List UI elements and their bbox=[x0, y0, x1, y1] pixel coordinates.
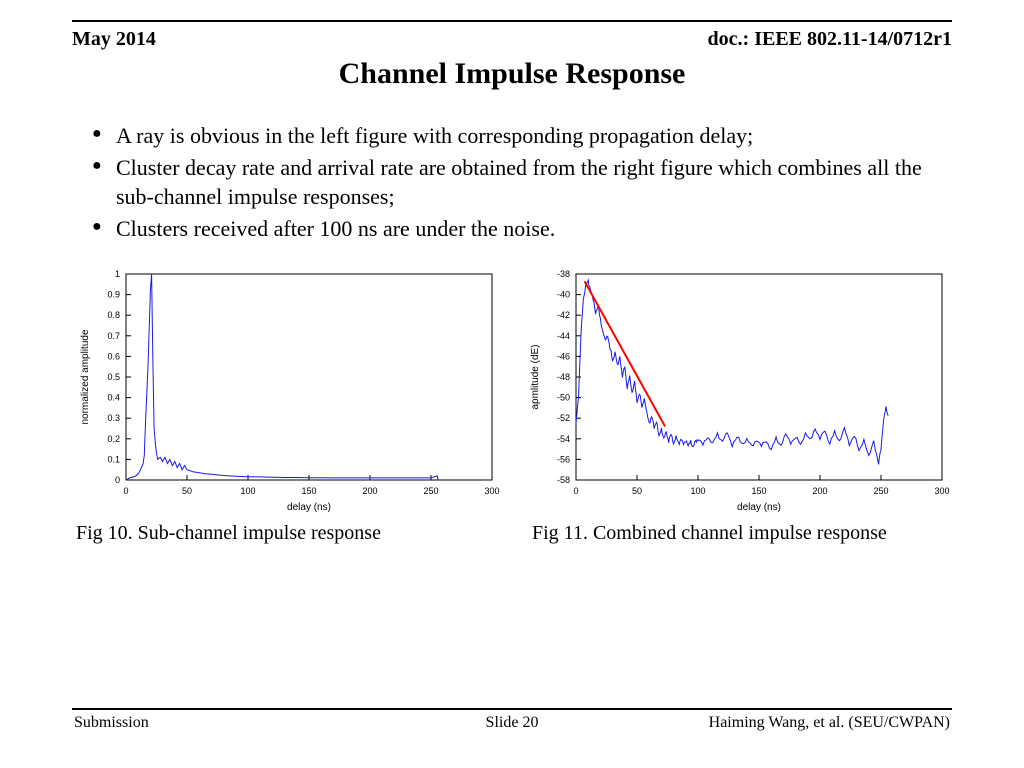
fig11-caption: Fig 11. Combined channel impulse respons… bbox=[522, 522, 952, 545]
footer-right: Haiming Wang, et al. (SEU/CWPAN) bbox=[709, 714, 950, 732]
svg-text:-38: -38 bbox=[557, 269, 570, 279]
svg-text:300: 300 bbox=[484, 486, 499, 496]
svg-text:100: 100 bbox=[690, 486, 705, 496]
svg-text:0.2: 0.2 bbox=[107, 434, 120, 444]
fig10-caption: Fig 10. Sub-channel impulse response bbox=[72, 522, 502, 545]
footer-center: Slide 20 bbox=[486, 714, 539, 732]
bullet-item: Cluster decay rate and arrival rate are … bbox=[92, 153, 942, 212]
svg-text:0: 0 bbox=[123, 486, 128, 496]
bullet-list: A ray is obvious in the left figure with… bbox=[72, 121, 952, 244]
header-doc: doc.: IEEE 802.11-14/0712r1 bbox=[708, 28, 952, 51]
chart-combined-channel: 0 50 100 150 200 250 300 -58 -56 -54 -52 -50 -48 -46 -… bbox=[522, 266, 952, 516]
svg-text:0.1: 0.1 bbox=[107, 454, 120, 464]
svg-text:250: 250 bbox=[873, 486, 888, 496]
svg-text:100: 100 bbox=[240, 486, 255, 496]
svg-text:0: 0 bbox=[115, 475, 120, 485]
svg-text:0.7: 0.7 bbox=[107, 331, 120, 341]
svg-text:-40: -40 bbox=[557, 289, 570, 299]
svg-text:0.3: 0.3 bbox=[107, 413, 120, 423]
svg-text:0.4: 0.4 bbox=[107, 392, 120, 402]
svg-text:normalized amplitude: normalized amplitude bbox=[80, 329, 91, 424]
svg-text:0.8: 0.8 bbox=[107, 310, 120, 320]
slide-header: May 2014 doc.: IEEE 802.11-14/0712r1 bbox=[72, 26, 952, 51]
svg-text:0.5: 0.5 bbox=[107, 372, 120, 382]
svg-text:-50: -50 bbox=[557, 392, 570, 402]
svg-text:50: 50 bbox=[182, 486, 192, 496]
slide-page: May 2014 doc.: IEEE 802.11-14/0712r1 Cha… bbox=[72, 20, 952, 748]
svg-text:0.6: 0.6 bbox=[107, 351, 120, 361]
svg-text:150: 150 bbox=[751, 486, 766, 496]
svg-text:250: 250 bbox=[423, 486, 438, 496]
svg-text:300: 300 bbox=[934, 486, 949, 496]
svg-text:-54: -54 bbox=[557, 434, 570, 444]
svg-text:apmlitude (dE): apmlitude (dE) bbox=[530, 344, 541, 409]
svg-text:-46: -46 bbox=[557, 351, 570, 361]
figure-row: 05010015020025030000.10.20.30.40.50.60.7… bbox=[72, 266, 952, 545]
svg-text:-48: -48 bbox=[557, 372, 570, 382]
footer-left: Submission bbox=[74, 714, 149, 732]
svg-text:-56: -56 bbox=[557, 454, 570, 464]
hr-bottom bbox=[72, 708, 952, 710]
svg-text:-58: -58 bbox=[557, 475, 570, 485]
slide-footer: Submission Slide 20 Haiming Wang, et al.… bbox=[72, 702, 952, 732]
svg-text:50: 50 bbox=[632, 486, 642, 496]
svg-text:-44: -44 bbox=[557, 331, 570, 341]
svg-text:1: 1 bbox=[115, 269, 120, 279]
svg-text:200: 200 bbox=[362, 486, 377, 496]
svg-text:0.9: 0.9 bbox=[107, 289, 120, 299]
svg-text:0: 0 bbox=[573, 486, 578, 496]
svg-text:150: 150 bbox=[301, 486, 316, 496]
svg-text:-42: -42 bbox=[557, 310, 570, 320]
figure-10: 0 50 100 150 200 250 300 0 0.1 0.2 0.3 0.4 0.5 0.6 0.7… bbox=[72, 266, 502, 545]
svg-text:delay (ns): delay (ns) bbox=[287, 502, 331, 513]
bullet-item: A ray is obvious in the left figure with… bbox=[92, 121, 942, 151]
hr-top bbox=[72, 20, 952, 22]
svg-text:-52: -52 bbox=[557, 413, 570, 423]
chart-sub-channel: 0 50 100 150 200 250 300 0 0.1 0.2 0.3 0.4 0.5 0.6 0.7… bbox=[72, 266, 502, 516]
header-date: May 2014 bbox=[72, 28, 156, 51]
svg-text:200: 200 bbox=[812, 486, 827, 496]
slide-title: Channel Impulse Response bbox=[72, 57, 952, 91]
figure-11: 0 50 100 150 200 250 300 -58 -56 -54 -52 -50 -48 -46 -… bbox=[522, 266, 952, 545]
bullet-item: Clusters received after 100 ns are under… bbox=[92, 214, 942, 244]
svg-text:delay (ns): delay (ns) bbox=[737, 502, 781, 513]
